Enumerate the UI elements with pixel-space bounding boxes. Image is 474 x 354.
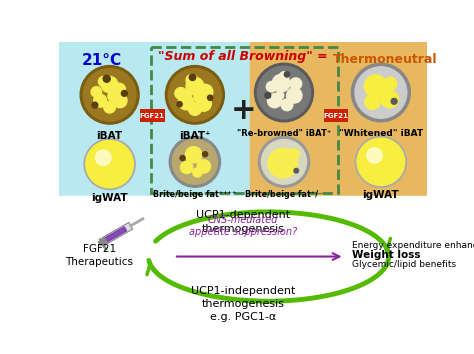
Circle shape bbox=[367, 148, 382, 163]
Text: FGF21: FGF21 bbox=[323, 113, 348, 119]
Circle shape bbox=[279, 72, 289, 81]
Circle shape bbox=[272, 74, 290, 92]
Text: CNS-mediated
appetite suppression?: CNS-mediated appetite suppression? bbox=[189, 215, 297, 237]
Bar bbox=[250, 42, 427, 196]
Circle shape bbox=[175, 87, 187, 99]
Circle shape bbox=[169, 136, 220, 187]
Circle shape bbox=[284, 72, 290, 77]
Circle shape bbox=[356, 136, 406, 187]
Circle shape bbox=[91, 87, 102, 97]
Circle shape bbox=[101, 76, 118, 93]
Circle shape bbox=[186, 74, 198, 86]
Circle shape bbox=[290, 78, 301, 90]
Bar bbox=[59, 42, 250, 196]
Circle shape bbox=[255, 63, 313, 122]
Circle shape bbox=[104, 101, 116, 113]
Circle shape bbox=[391, 98, 397, 104]
Text: Weight loss: Weight loss bbox=[352, 250, 421, 261]
Circle shape bbox=[351, 63, 410, 122]
Circle shape bbox=[287, 88, 302, 103]
Circle shape bbox=[96, 150, 111, 165]
Circle shape bbox=[198, 84, 213, 99]
Circle shape bbox=[288, 149, 300, 160]
FancyBboxPatch shape bbox=[140, 109, 164, 122]
Circle shape bbox=[112, 83, 126, 96]
Circle shape bbox=[202, 152, 208, 157]
Circle shape bbox=[275, 91, 284, 99]
Circle shape bbox=[80, 65, 139, 124]
Text: Energy expenditure enhancement: Energy expenditure enhancement bbox=[352, 241, 474, 250]
Circle shape bbox=[193, 168, 202, 177]
Circle shape bbox=[197, 160, 210, 173]
Circle shape bbox=[381, 90, 399, 108]
Circle shape bbox=[262, 139, 307, 184]
Circle shape bbox=[194, 92, 205, 102]
Circle shape bbox=[185, 88, 193, 96]
Circle shape bbox=[94, 94, 107, 107]
Circle shape bbox=[365, 75, 387, 97]
Circle shape bbox=[257, 66, 310, 119]
Circle shape bbox=[99, 76, 109, 87]
Circle shape bbox=[186, 77, 204, 95]
Circle shape bbox=[357, 138, 405, 185]
Text: Brite/beige fat⁺⁺⁺⁺: Brite/beige fat⁺⁺⁺⁺ bbox=[153, 190, 237, 199]
Circle shape bbox=[188, 102, 201, 115]
Circle shape bbox=[103, 75, 110, 82]
Circle shape bbox=[281, 99, 293, 111]
Text: FGF21: FGF21 bbox=[140, 113, 164, 119]
Circle shape bbox=[384, 77, 397, 90]
Text: "Sum of all Browning" =: "Sum of all Browning" = bbox=[158, 50, 328, 63]
Circle shape bbox=[196, 96, 211, 111]
Circle shape bbox=[177, 102, 182, 107]
Circle shape bbox=[113, 94, 127, 108]
Bar bbox=[59, 196, 427, 315]
Circle shape bbox=[365, 94, 380, 109]
Circle shape bbox=[267, 94, 282, 108]
Circle shape bbox=[180, 155, 185, 161]
Text: iBAT⁺: iBAT⁺ bbox=[179, 131, 210, 141]
Text: igWAT: igWAT bbox=[91, 193, 128, 202]
Circle shape bbox=[108, 92, 117, 101]
Circle shape bbox=[268, 148, 298, 178]
Circle shape bbox=[121, 91, 128, 96]
Text: Thermoneutral: Thermoneutral bbox=[332, 53, 437, 66]
Circle shape bbox=[83, 69, 136, 121]
Circle shape bbox=[168, 69, 221, 121]
Text: UCP1-dependent
thermogenesis: UCP1-dependent thermogenesis bbox=[196, 210, 290, 234]
Polygon shape bbox=[104, 227, 127, 242]
Circle shape bbox=[178, 95, 194, 110]
Text: "Re-browned" iBAT⁺: "Re-browned" iBAT⁺ bbox=[237, 129, 331, 138]
Text: igWAT: igWAT bbox=[363, 190, 399, 200]
Circle shape bbox=[185, 147, 202, 163]
Circle shape bbox=[181, 161, 193, 173]
Circle shape bbox=[189, 74, 196, 80]
Text: 21°C: 21°C bbox=[82, 53, 122, 68]
Text: "Whitened" iBAT: "Whitened" iBAT bbox=[339, 129, 423, 138]
Text: +: + bbox=[231, 96, 256, 125]
FancyBboxPatch shape bbox=[324, 109, 348, 122]
Circle shape bbox=[208, 95, 213, 101]
Circle shape bbox=[355, 67, 407, 118]
Circle shape bbox=[173, 139, 218, 184]
Circle shape bbox=[84, 139, 135, 189]
Circle shape bbox=[258, 136, 310, 187]
Polygon shape bbox=[102, 222, 133, 245]
Text: UCP1-independent
thermogenesis
e.g. PGC1-α: UCP1-independent thermogenesis e.g. PGC1… bbox=[191, 286, 295, 322]
Circle shape bbox=[266, 81, 277, 92]
Circle shape bbox=[92, 102, 98, 108]
Text: Glycemic/lipid benefits: Glycemic/lipid benefits bbox=[352, 261, 456, 269]
Text: Brite/beige fat⁺/⁻: Brite/beige fat⁺/⁻ bbox=[246, 190, 323, 199]
Text: FGF21
Therapeutics: FGF21 Therapeutics bbox=[65, 244, 134, 267]
Circle shape bbox=[165, 65, 224, 124]
Circle shape bbox=[86, 141, 133, 188]
Circle shape bbox=[265, 92, 271, 98]
Text: iBAT: iBAT bbox=[97, 131, 123, 141]
Circle shape bbox=[294, 169, 299, 173]
